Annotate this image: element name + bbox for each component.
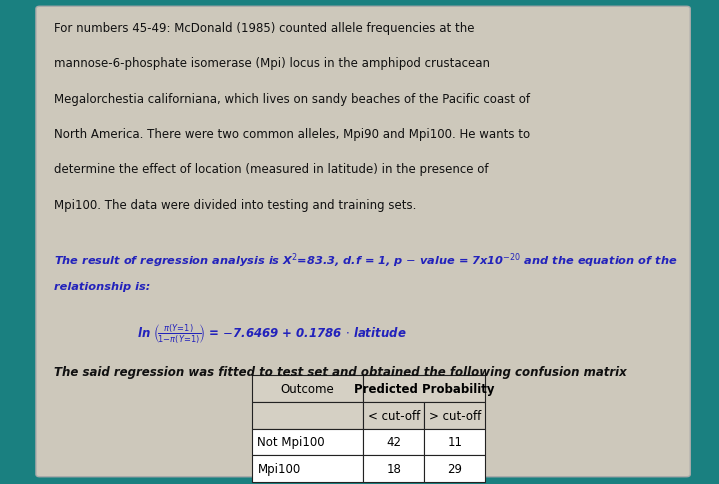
Text: relationship is:: relationship is: (54, 282, 150, 292)
Text: 11: 11 (447, 436, 462, 449)
Text: 29: 29 (447, 462, 462, 475)
Text: determine the effect of location (measured in latitude) in the presence of: determine the effect of location (measur… (54, 163, 488, 176)
Text: The result of regression analysis is X$^2$=83.3, d.f = 1, p $-$ value = 7x10$^{-: The result of regression analysis is X$^… (54, 251, 677, 269)
Text: Outcome: Outcome (280, 382, 334, 395)
Text: > cut-off: > cut-off (429, 409, 481, 422)
Text: 42: 42 (386, 436, 401, 449)
Text: Megalorchestia californiana, which lives on sandy beaches of the Pacific coast o: Megalorchestia californiana, which lives… (54, 92, 530, 106)
Text: mannose-6-phosphate isomerase (Mpi) locus in the amphipod crustacean: mannose-6-phosphate isomerase (Mpi) locu… (54, 57, 490, 70)
Text: The said regression was fitted to test set and obtained the following confusion : The said regression was fitted to test s… (54, 365, 627, 378)
Text: < cut-off: < cut-off (367, 409, 420, 422)
Text: Predicted Probability: Predicted Probability (354, 382, 495, 395)
Text: North America. There were two common alleles, Mpi90 and Mpi100. He wants to: North America. There were two common all… (54, 128, 530, 141)
Text: For numbers 45-49: McDonald (1985) counted allele frequencies at the: For numbers 45-49: McDonald (1985) count… (54, 22, 475, 35)
Text: Not Mpi100: Not Mpi100 (257, 436, 325, 449)
Text: 18: 18 (386, 462, 401, 475)
Text: Mpi100. The data were divided into testing and training sets.: Mpi100. The data were divided into testi… (54, 198, 416, 212)
Text: ln $\left(\!\frac{\pi(Y\!=\!1)}{1\!-\!\pi(Y\!=\!1)}\!\right)$ = $-$7.6469 + 0.17: ln $\left(\!\frac{\pi(Y\!=\!1)}{1\!-\!\p… (137, 322, 406, 346)
Text: Mpi100: Mpi100 (257, 462, 301, 475)
